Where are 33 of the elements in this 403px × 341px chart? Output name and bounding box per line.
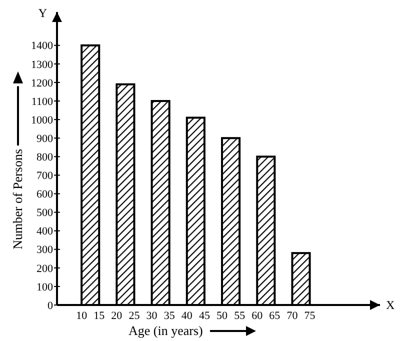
x-tick-label: 50	[216, 310, 228, 322]
text: Y	[38, 6, 48, 20]
y-tick-label: 900	[36, 132, 54, 145]
y-tick-label: 1100	[31, 96, 54, 108]
y-tick-label: 1400	[31, 40, 54, 52]
x-tick-label: 15	[94, 310, 106, 322]
x-tick-label: 25	[128, 310, 140, 322]
y-tick-label: 0	[48, 300, 54, 312]
x-tick-label: 70	[286, 310, 298, 322]
y-tick-label: 700	[36, 170, 54, 182]
x-tick-label: 55	[234, 310, 246, 322]
y-tick-label: 800	[36, 151, 54, 164]
x-tick-label: 60	[252, 310, 264, 322]
y-tick-label: 1200	[31, 77, 54, 90]
y-tick-label: 100	[36, 281, 54, 294]
x-tick-label: 35	[164, 310, 176, 322]
x-axis-title: Age (in years)	[128, 323, 203, 338]
y-tick-label: 600	[36, 188, 54, 201]
y-tick-label: 500	[36, 207, 54, 220]
y-tick-label: 200	[36, 262, 54, 275]
text: X	[386, 298, 395, 312]
y-tick-label: 300	[36, 244, 54, 256]
x-tick-label: 10	[76, 310, 88, 322]
y-axis-title: Number of Persons	[10, 148, 25, 250]
x-tick-label: 40	[181, 310, 193, 322]
x-tick-label: 20	[111, 310, 123, 322]
x-tick-label: 75	[304, 310, 316, 322]
y-tick-label: 1300	[31, 58, 54, 71]
y-tick-label: 1000	[31, 114, 54, 126]
x-tick-label: 65	[269, 310, 281, 322]
x-tick-label: 30	[146, 310, 158, 322]
y-tick-label: 400	[36, 226, 54, 238]
x-tick-label: 45	[198, 310, 210, 322]
